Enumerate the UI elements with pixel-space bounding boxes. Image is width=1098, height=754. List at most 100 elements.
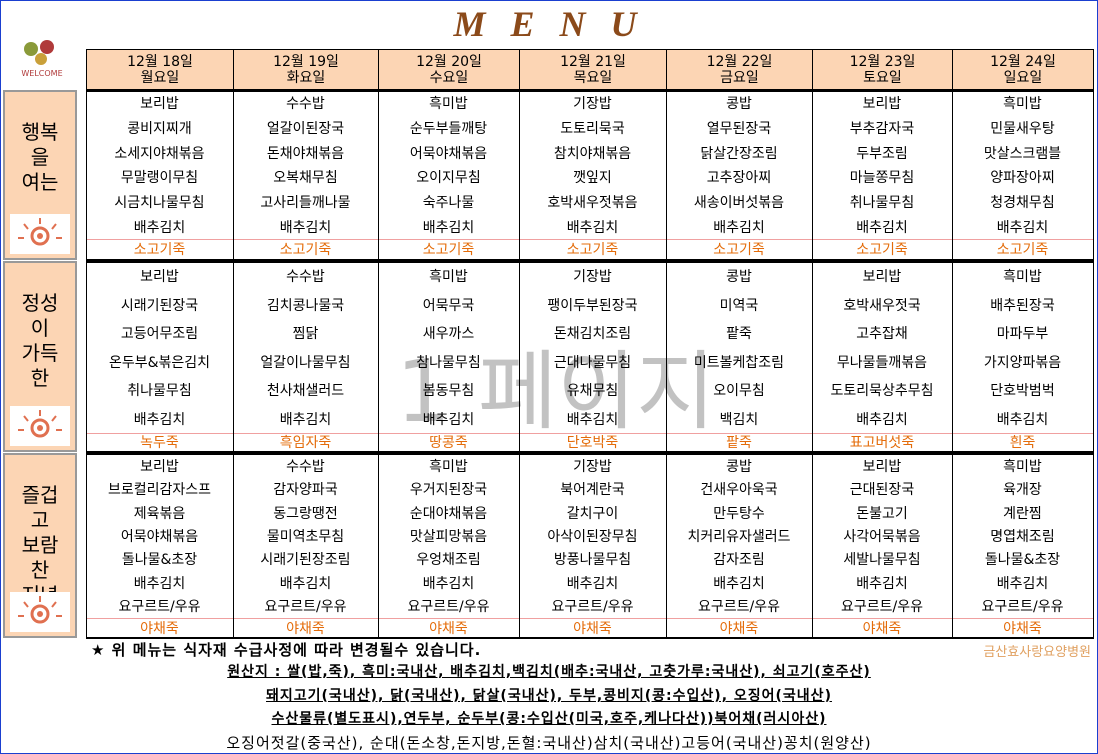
menu-item: 콩밥 bbox=[726, 458, 752, 475]
menu-item: 콩밥 bbox=[726, 96, 752, 113]
grid-line bbox=[519, 262, 520, 451]
grid-line bbox=[1093, 454, 1094, 637]
menu-item: 팥죽 bbox=[726, 326, 752, 343]
menu-item: 배추김치 bbox=[422, 219, 475, 236]
menu-item: 흑미밥 bbox=[429, 269, 468, 286]
menu-item: 요구르트/우유 bbox=[118, 599, 201, 616]
porridge: 소고기죽 bbox=[566, 242, 619, 258]
grid-line bbox=[666, 262, 667, 451]
menu-item: 치커리유자샐러드 bbox=[687, 528, 791, 545]
menu-item: 무나물들깨볶음 bbox=[836, 354, 928, 371]
day-header: 12월 21일 목요일 bbox=[519, 49, 667, 90]
grid-line bbox=[378, 91, 379, 259]
menu-item: 요구르트/우유 bbox=[551, 599, 634, 616]
menu-item: 마파두부 bbox=[996, 326, 1049, 343]
menu-item: 단호박범벅 bbox=[990, 383, 1055, 400]
grid-line bbox=[86, 433, 1094, 434]
origin-line: 돼지고기(국내산), 닭(국내산), 닭살(국내산), 두부,콩비지(콩:수입산… bbox=[266, 688, 832, 704]
day-weekday: 일요일 bbox=[1003, 69, 1043, 86]
menu-item: 요구르트/우유 bbox=[981, 599, 1064, 616]
menu-item: 배추김치 bbox=[566, 575, 619, 592]
menu-item: 육개장 bbox=[1003, 482, 1042, 499]
menu-item: 취나물무침 bbox=[849, 194, 915, 211]
menu-item: 콩밥 bbox=[726, 269, 752, 286]
menu-item: 배추김치 bbox=[279, 575, 332, 592]
porridge: 흑임자죽 bbox=[279, 435, 332, 451]
menu-item: 봄동무침 bbox=[422, 383, 475, 400]
menu-item: 참나물무침 bbox=[416, 354, 481, 371]
menu-item: 순대야채볶음 bbox=[409, 505, 488, 522]
menu-item: 배추김치 bbox=[133, 411, 186, 428]
menu-item: 배추김치 bbox=[566, 411, 619, 428]
menu-item: 사각어묵볶음 bbox=[843, 528, 921, 545]
day-weekday: 월요일 bbox=[140, 69, 180, 86]
grid-line bbox=[233, 262, 234, 451]
section-label: 즐겁 고 보람 찬 저녁 bbox=[3, 453, 77, 638]
menu-item: 배추김치 bbox=[279, 411, 332, 428]
grid-line bbox=[86, 451, 1094, 453]
menu-item: 기장밥 bbox=[573, 269, 612, 286]
day-weekday: 화요일 bbox=[286, 69, 326, 86]
grid-line bbox=[86, 262, 87, 451]
menu-item: 어묵야채볶음 bbox=[120, 528, 199, 545]
menu-item: 시래기된장국 bbox=[120, 297, 199, 314]
label-line: 을 bbox=[30, 145, 50, 169]
menu-item: 오복채무침 bbox=[273, 170, 338, 187]
grid-line bbox=[86, 618, 1094, 619]
menu-item: 방풍나물무침 bbox=[553, 552, 632, 569]
menu-item: 배추김치 bbox=[713, 219, 765, 236]
menu-item: 흑미밥 bbox=[429, 96, 468, 113]
label-line: 보람 bbox=[21, 533, 59, 557]
day-date: 12월 24일 bbox=[990, 53, 1056, 70]
logo-icon bbox=[24, 40, 54, 65]
menu-item: 오이무침 bbox=[713, 383, 765, 400]
grid-line bbox=[812, 91, 813, 259]
menu-item: 무말랭이무침 bbox=[120, 170, 199, 187]
menu-item: 아삭이된장무침 bbox=[547, 528, 638, 545]
grid-line bbox=[378, 454, 379, 637]
notice: ★ 위 메뉴는 식자재 수급사정에 따라 변경될수 있습니다. bbox=[91, 641, 482, 659]
section-label: 행복 을 여는 bbox=[3, 90, 77, 260]
origin-line: 원산지 : 쌀(밥,죽), 흑미:국내산, 배추김치,백김치(배추:국내산, 고… bbox=[227, 664, 871, 680]
day-header: 12월 20일 수요일 bbox=[378, 49, 520, 90]
menu-item: 요구르트/우유 bbox=[698, 599, 780, 616]
menu-item: 보리밥 bbox=[140, 458, 179, 475]
day-date: 12월 23일 bbox=[849, 53, 916, 70]
menu-item: 배추김치 bbox=[996, 411, 1049, 428]
menu-item: 요구르트/우유 bbox=[407, 599, 490, 616]
menu-item: 어묵야채볶음 bbox=[409, 145, 488, 162]
menu-item: 시래기된장조림 bbox=[260, 552, 351, 569]
menu-item: 닭살간장조림 bbox=[700, 145, 778, 162]
porridge: 단호박죽 bbox=[566, 435, 619, 451]
menu-item: 민물새우탕 bbox=[990, 120, 1055, 137]
grid-line bbox=[86, 637, 1094, 639]
day-date: 12월 21일 bbox=[560, 53, 626, 70]
menu-item: 물미역초무침 bbox=[266, 528, 345, 545]
menu-item: 돌나물&초장 bbox=[984, 552, 1061, 569]
menu-item: 건새우아욱국 bbox=[700, 482, 778, 499]
menu-item: 배추김치 bbox=[422, 575, 475, 592]
menu-item: 도토리묵상추무침 bbox=[830, 383, 934, 400]
menu-item: 맛살피망볶음 bbox=[409, 528, 488, 545]
menu-item: 깻잎지 bbox=[573, 170, 612, 187]
day-header: 12월 23일 토요일 bbox=[812, 49, 953, 90]
grid-line bbox=[1093, 262, 1094, 451]
menu-item: 계란찜 bbox=[1003, 505, 1042, 522]
grid-line bbox=[86, 454, 87, 637]
menu-item: 만두탕수 bbox=[713, 505, 765, 522]
menu-item: 천사채샐러드 bbox=[266, 383, 345, 400]
menu-item: 두부조림 bbox=[856, 145, 908, 162]
menu-item: 백김치 bbox=[719, 411, 759, 428]
menu-item: 시금치나물무침 bbox=[114, 194, 205, 211]
menu-item: 동그랑땡전 bbox=[273, 505, 338, 522]
menu-item: 수수밥 bbox=[286, 458, 325, 475]
menu-item: 제육볶음 bbox=[133, 505, 186, 522]
menu-item: 보리밥 bbox=[862, 96, 902, 113]
menu-item: 요구르트/우유 bbox=[841, 599, 923, 616]
porridge: 소고기죽 bbox=[996, 242, 1049, 258]
porridge: 소고기죽 bbox=[422, 242, 475, 258]
menu-item: 북어계란국 bbox=[560, 482, 625, 499]
menu-item: 명엽채조림 bbox=[990, 528, 1055, 545]
menu-item: 고사리들깨나물 bbox=[260, 194, 351, 211]
day-date: 12월 20일 bbox=[416, 53, 482, 70]
